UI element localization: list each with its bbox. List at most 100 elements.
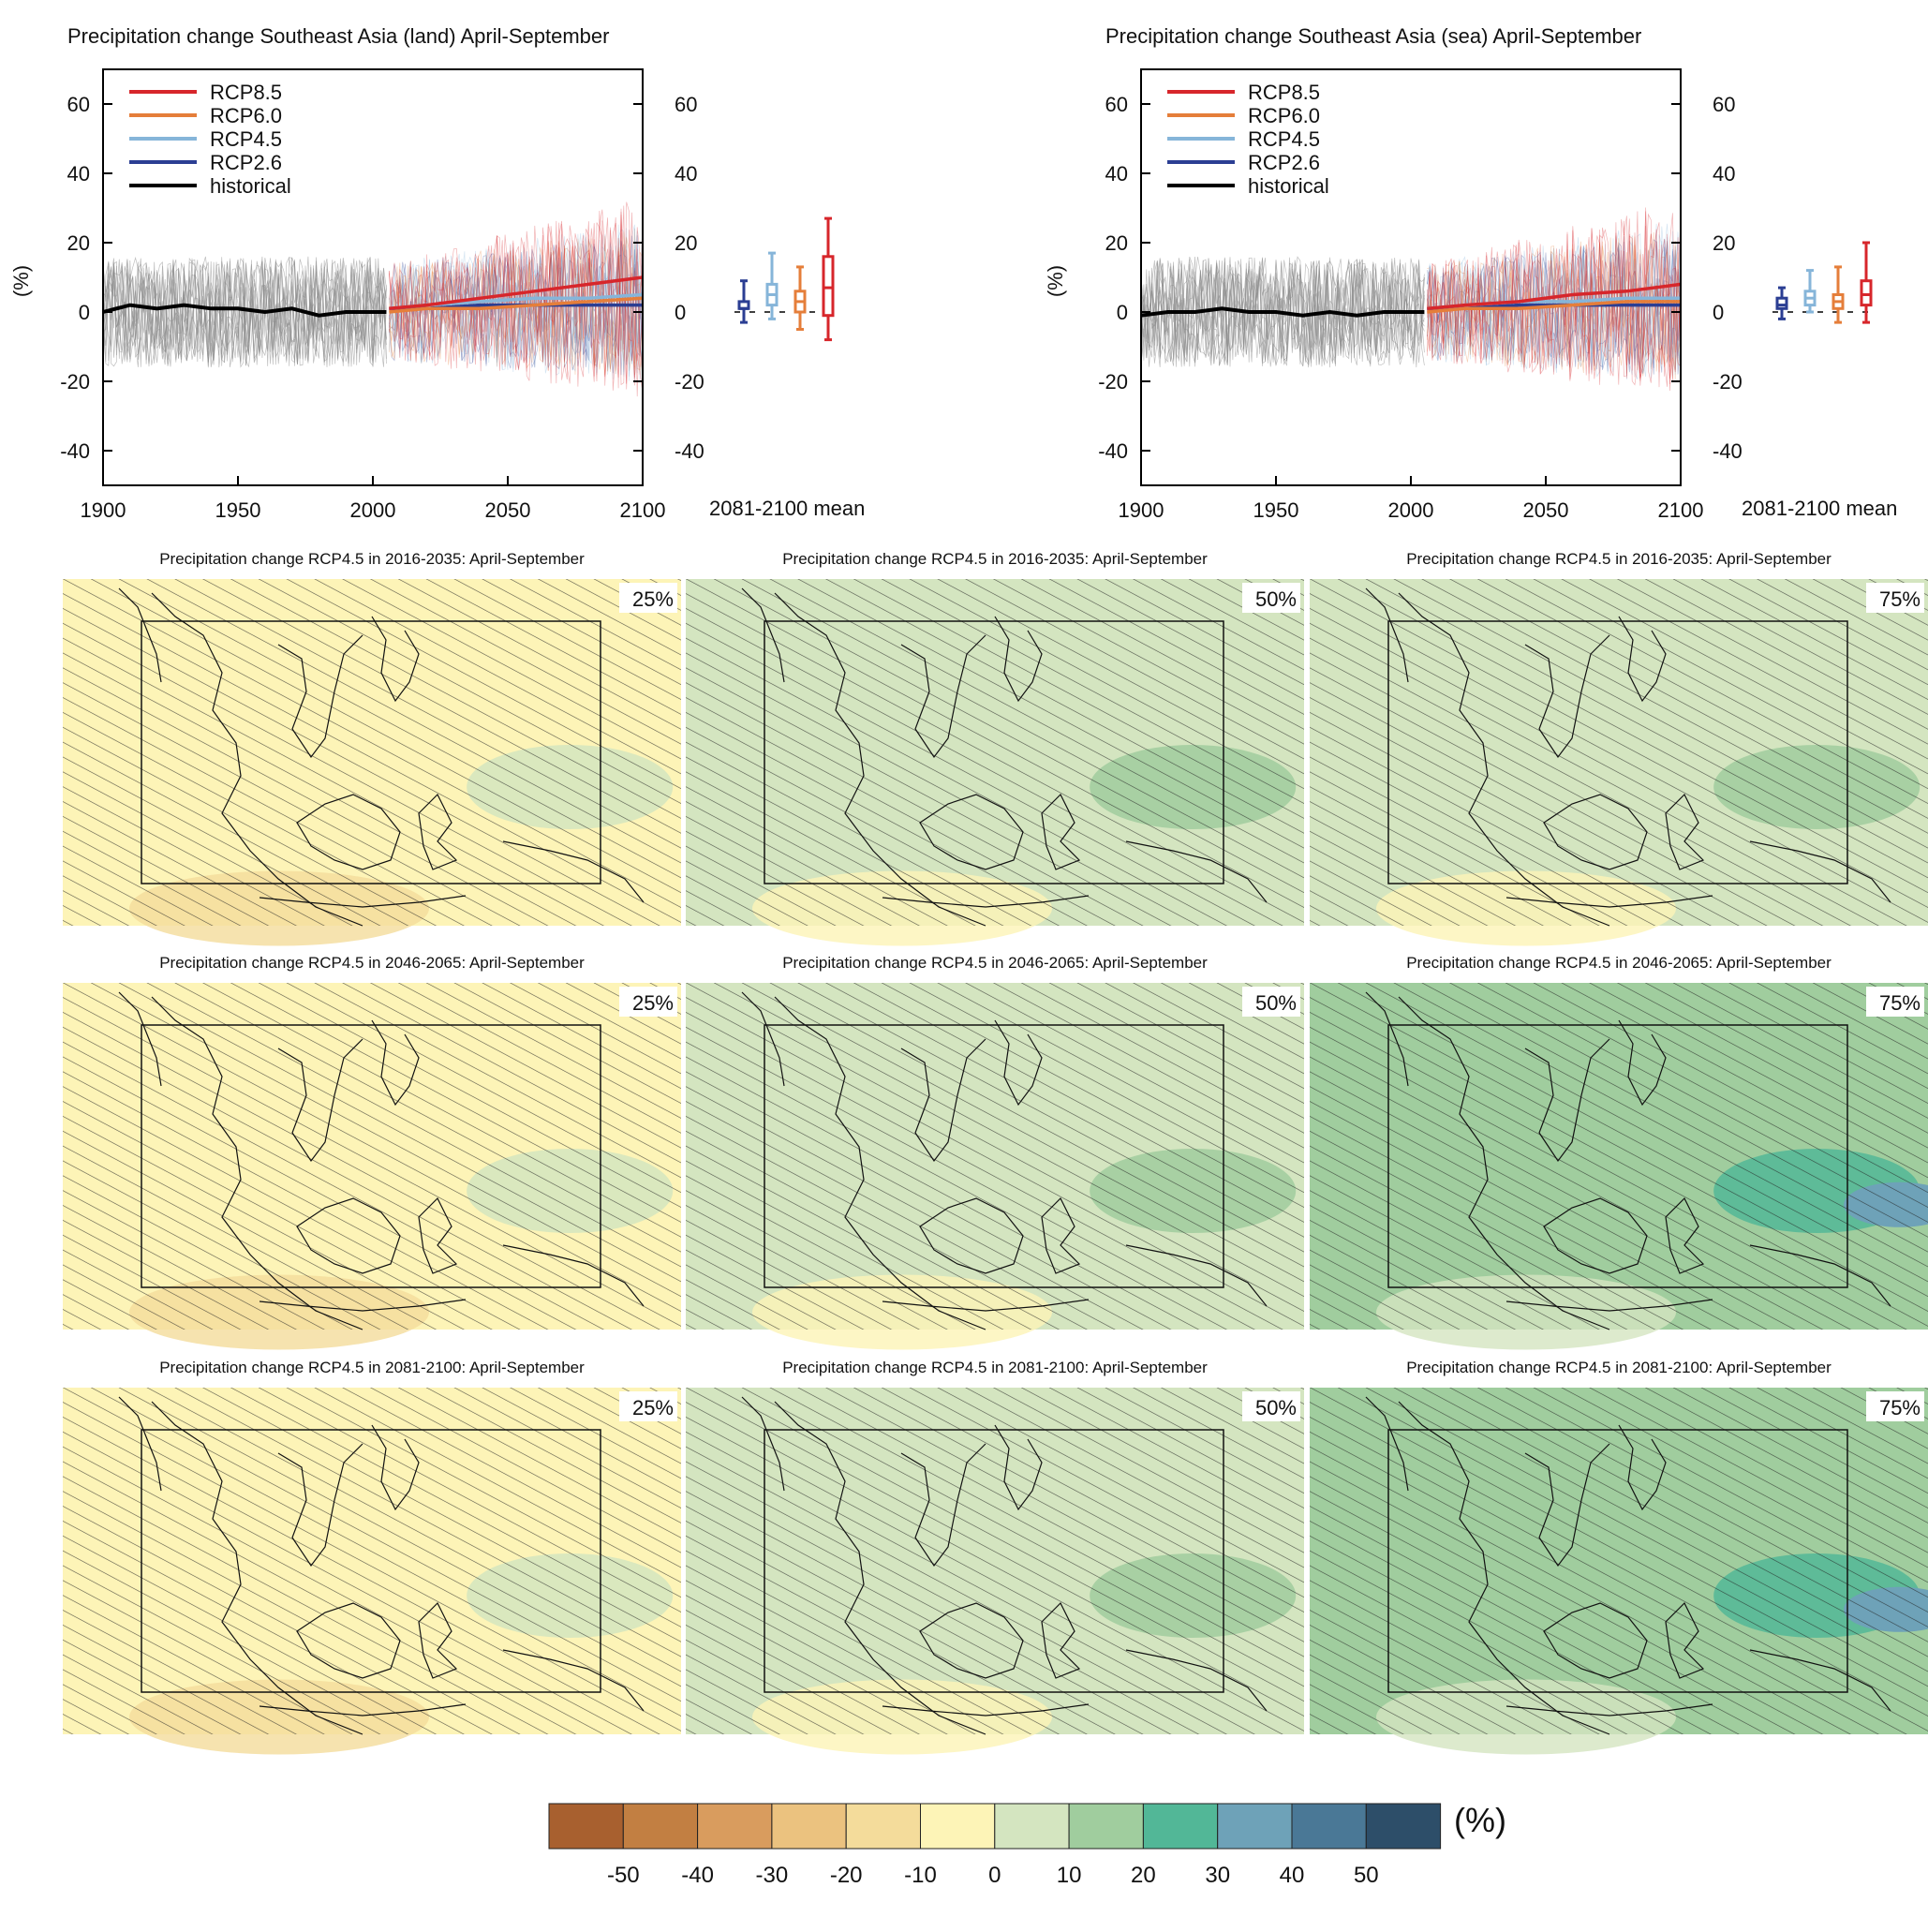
sea-legend-label: RCP2.6	[1248, 151, 1320, 174]
colorbar-tick-label: -20	[830, 1863, 863, 1888]
map-title: Precipitation change RCP4.5 in 2046-2065…	[159, 954, 585, 972]
map-coastline	[1365, 587, 1891, 927]
map-region-box	[764, 620, 1224, 884]
colorbar-unit: (%)	[1454, 1801, 1506, 1839]
sea-RCP45-model-line	[1426, 226, 1682, 380]
map-percentile-label: 75%	[1879, 991, 1921, 1015]
land-y-tick-label-right: -20	[675, 370, 704, 394]
colorbar-tick-label: 30	[1205, 1863, 1230, 1888]
colorbar-tick-label: -10	[904, 1863, 937, 1888]
colorbar-tick-label: -40	[681, 1863, 714, 1888]
map-title: Precipitation change RCP4.5 in 2081-2100…	[1406, 1359, 1832, 1376]
map-percentile-label: 50%	[1255, 587, 1297, 611]
map-panel: Precipitation change RCP4.5 in 2046-2065…	[686, 954, 1304, 1350]
land-historical-model-line	[102, 256, 387, 367]
sea-RCP85-model-line	[1427, 211, 1682, 387]
map-title: Precipitation change RCP4.5 in 2016-2035…	[1406, 550, 1832, 568]
colorbar-swatch	[1217, 1803, 1293, 1850]
map-percentile-badge	[1866, 583, 1924, 613]
land-RCP85-model-line	[388, 220, 644, 394]
map-title: Precipitation change RCP4.5 in 2081-2100…	[159, 1359, 585, 1376]
colorbar-swatch	[697, 1803, 773, 1850]
colorbar-tick-label: 20	[1131, 1863, 1156, 1888]
sea-y-tick-label-right: -20	[1713, 370, 1743, 394]
sea-RCP85-model-line	[1426, 226, 1682, 386]
map-percentile-badge	[1242, 987, 1300, 1017]
sea-RCP85-model-line	[1426, 211, 1682, 383]
land-y-tick-label: -40	[60, 439, 90, 463]
land-RCP85-model-line	[388, 212, 644, 389]
colorbar-tick-label: 10	[1057, 1863, 1082, 1888]
sea-x-tick-label: 1950	[1253, 498, 1299, 522]
land-RCP85-model-line	[388, 209, 644, 386]
sea-RCP85-model-line	[1426, 207, 1682, 392]
sea-legend-label: historical	[1248, 174, 1329, 198]
colorbar: (%) -50 -40 -30 -20 -10 0 10 20 30 40 50	[548, 1801, 1506, 1888]
map-panel: Precipitation change RCP4.5 in 2046-2065…	[63, 954, 681, 1350]
land-boxplot-rcp85-box	[822, 255, 835, 318]
land-RCP45-model-line	[388, 221, 644, 381]
land-y-tick-label: 20	[67, 231, 90, 255]
land-x-tick-label: 2000	[350, 498, 396, 522]
sea-series-rcp60	[1427, 300, 1681, 314]
sea-historical-model-line	[1140, 257, 1425, 367]
map-hatching	[686, 983, 1304, 1330]
sea-y-tick-label: 0	[1117, 301, 1128, 324]
sea-x-tick-label: 2050	[1523, 498, 1569, 522]
map-title: Precipitation change RCP4.5 in 2046-2065…	[782, 954, 1208, 972]
sea-y-tick-label-right: 0	[1713, 301, 1724, 324]
sea-RCP26-model-line	[1426, 238, 1682, 375]
land-RCP60-model-line	[388, 236, 644, 372]
map-percentile-label: 75%	[1879, 1396, 1921, 1419]
land-chart-title: Precipitation change Southeast Asia (lan…	[67, 24, 609, 48]
land-y-tick-label: 0	[79, 301, 90, 324]
map-panel: Precipitation change RCP4.5 in 2081-2100…	[1310, 1359, 1928, 1755]
land-historical-model-line	[102, 256, 387, 368]
sea-y-tick-label-right: -40	[1713, 439, 1743, 463]
land-x-tick-label: 2100	[620, 498, 666, 522]
map-title: Precipitation change RCP4.5 in 2081-2100…	[782, 1359, 1208, 1376]
land-y-tick-label: 40	[67, 162, 90, 186]
colorbar-tick-label: 50	[1354, 1863, 1379, 1888]
map-hatching	[1310, 1388, 1928, 1734]
sea-boxplots	[1772, 241, 1876, 324]
sea-RCP60-model-line	[1427, 231, 1682, 379]
sea-RCP26-model-line	[1426, 239, 1682, 374]
sea-series-historical	[1140, 306, 1425, 318]
sea-chart-title: Precipitation change Southeast Asia (sea…	[1105, 24, 1641, 48]
map-hatching	[63, 1388, 681, 1734]
sea-RCP26-model-line	[1426, 241, 1682, 370]
sea-RCP60-model-line	[1426, 233, 1682, 373]
sea-RCP45-model-line	[1426, 234, 1682, 373]
sea-y-axis-label: (%)	[1044, 265, 1067, 297]
map-coastline	[741, 587, 1268, 927]
land-y-tick-label-right: 40	[675, 162, 697, 186]
colorbar-swatch	[1068, 1803, 1144, 1850]
land-RCP26-model-line	[388, 241, 644, 370]
sea-y-tick-label-right: 40	[1713, 162, 1735, 186]
map-title: Precipitation change RCP4.5 in 2046-2065…	[1406, 954, 1832, 972]
colorbar-swatch	[548, 1803, 624, 1850]
map-percentile-badge	[619, 1391, 677, 1421]
map-region-box	[1387, 1024, 1848, 1288]
land-y-tick-label-right: -40	[675, 439, 704, 463]
land-boxplot-label: 2081-2100 mean	[709, 497, 865, 520]
land-series-historical	[102, 303, 387, 318]
map-hatching	[63, 983, 681, 1330]
land-series-rcp60	[389, 296, 644, 314]
sea-RCP26-model-line	[1426, 234, 1682, 370]
land-boxplots	[734, 216, 838, 342]
land-RCP60-model-line	[388, 238, 644, 376]
map-region-box	[1387, 620, 1848, 884]
map-grid: Precipitation change RCP4.5 in 2016-2035…	[63, 550, 1928, 1755]
land-x-tick-label: 2050	[485, 498, 531, 522]
sea-plot-area: -40 -40 -20 -20 0 0 20 20 40 40 60 60 1900 1950 2000 20…	[1098, 68, 1743, 522]
sea-RCP45-model-line	[1427, 223, 1682, 378]
sea-boxplot-rcp26-box	[1775, 296, 1788, 310]
map-region-box	[141, 1024, 601, 1288]
sea-RCP45-model-line	[1426, 223, 1682, 379]
sea-y-tick-label: -40	[1098, 439, 1128, 463]
land-y-tick-label-right: 60	[675, 93, 697, 116]
land-y-tick-label-right: 0	[675, 301, 686, 324]
